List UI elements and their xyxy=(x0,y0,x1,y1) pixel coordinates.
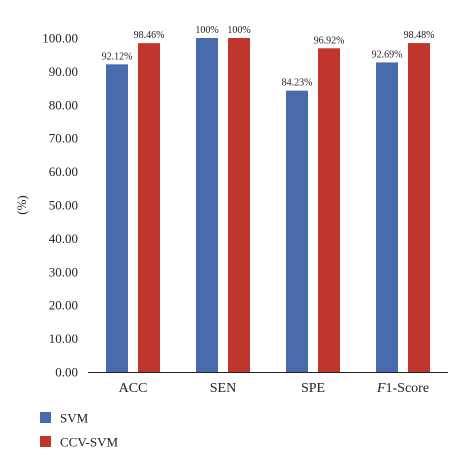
bar-svm-spe xyxy=(286,90,308,372)
y-tick-label: 10.00 xyxy=(49,331,78,346)
y-tick-label: 90.00 xyxy=(49,64,78,79)
bar-ccv-svm-f1-score xyxy=(408,43,430,372)
category-label: SPE xyxy=(301,381,325,396)
y-tick-label: 60.00 xyxy=(49,164,78,179)
legend-swatch xyxy=(40,412,51,423)
y-tick-label: 80.00 xyxy=(49,97,78,112)
data-label: 84.23% xyxy=(282,78,313,89)
y-tick-label: 30.00 xyxy=(49,264,78,279)
bar-svm-acc xyxy=(106,64,128,372)
legend-swatch xyxy=(40,436,51,447)
data-label: 100% xyxy=(227,25,250,36)
bar-ccv-svm-spe xyxy=(318,48,340,372)
legend-label: SVM xyxy=(60,411,89,426)
category-label: ACC xyxy=(119,381,148,396)
legend-label: CCV-SVM xyxy=(60,435,118,450)
y-axis-ticks: 0.00 10.00 20.00 30.00 40.00 50.00 60.00 70.00 8… xyxy=(42,31,78,380)
bar-ccv-svm-acc xyxy=(138,43,160,372)
category-label: F1-Score xyxy=(376,381,429,396)
bar-ccv-svm-sen xyxy=(228,38,250,372)
bars xyxy=(106,38,430,372)
y-tick-label: 50.00 xyxy=(49,198,78,213)
y-tick-label: 0.00 xyxy=(55,365,78,380)
data-labels: 92.12%98.46% 100% 100% 84.23% 96.92% 92.69%98… xyxy=(102,25,435,89)
data-label: 96.92% xyxy=(314,35,345,46)
data-label: 98.46% xyxy=(134,30,165,41)
bar-svm-sen xyxy=(196,38,218,372)
y-tick-label: 20.00 xyxy=(49,298,78,313)
y-tick-label: 40.00 xyxy=(49,231,78,246)
data-label: 100% xyxy=(195,25,218,36)
category-labels: ACC SEN SPE F1-Score xyxy=(119,381,429,396)
data-label: 98.48% xyxy=(404,30,435,41)
data-label: 92.69% xyxy=(372,49,403,60)
data-label: 92.12% xyxy=(102,51,133,62)
y-axis-title: (%) xyxy=(14,195,29,215)
y-tick-label: 70.00 xyxy=(49,131,78,146)
bar-svm-f1-score xyxy=(376,62,398,372)
y-tick-label: 100.00 xyxy=(42,31,78,46)
category-label: SEN xyxy=(210,381,236,396)
legend: SVM CCV-SVM xyxy=(40,411,118,450)
